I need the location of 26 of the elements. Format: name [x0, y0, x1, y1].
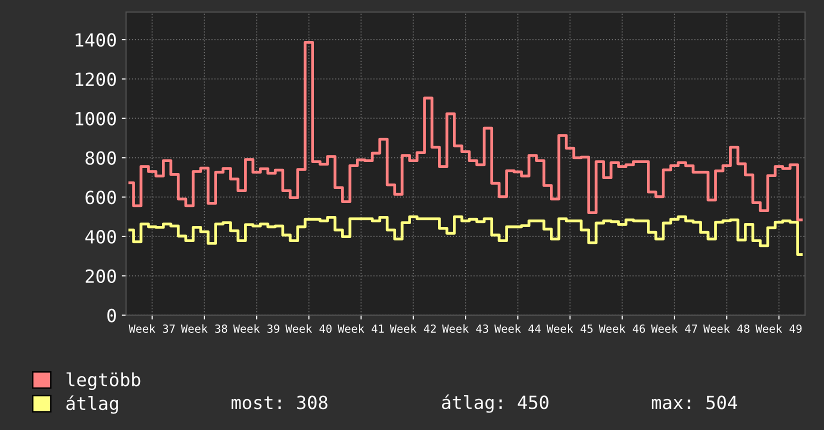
x-tick-label: Week 45	[546, 324, 593, 333]
y-tick-label: 0	[107, 308, 116, 322]
y-tick-label: 1200	[76, 72, 116, 86]
x-tick-label: Week 39	[233, 324, 280, 333]
text: most: 308	[232, 396, 328, 410]
y-tick-label: 1400	[76, 33, 116, 47]
x-tick-label: Week 49	[756, 324, 802, 333]
x-tick-label: Week 48	[703, 324, 750, 333]
x-tick-label: Week 37	[128, 324, 175, 333]
x-tick-label: Week 41	[338, 324, 384, 333]
text: átlag: 450	[442, 394, 548, 413]
y-tick-label: 800	[86, 151, 116, 165]
x-tick-label: Week 44	[494, 324, 541, 333]
x-tick-label: Week 42	[390, 324, 436, 333]
x-tick-label: Week 40	[285, 324, 332, 333]
y-tick-label: 400	[85, 230, 116, 244]
legend-label: legtöbb	[66, 372, 140, 390]
x-tick-label: Week 38	[181, 324, 228, 333]
legend-label: átlag	[66, 395, 118, 414]
y-tick-label: 200	[86, 269, 116, 283]
x-tick-label: Week 47	[651, 324, 698, 333]
y-tick-label: 600	[86, 190, 116, 204]
x-tick-label: Week 46	[598, 324, 645, 333]
y-tick-label: 1000	[76, 112, 116, 126]
x-tick-label: Week 43	[442, 324, 488, 333]
text: max: 504	[652, 396, 738, 410]
